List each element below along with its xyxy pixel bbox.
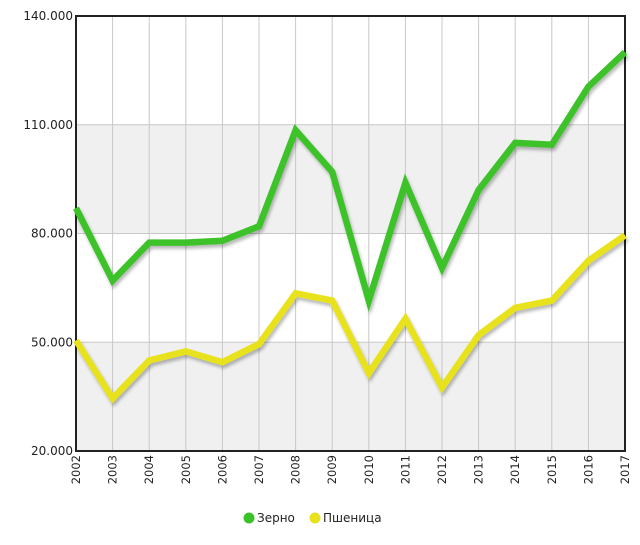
y-tick-label: 140.000 (23, 9, 73, 23)
plot-band (76, 233, 625, 343)
series-line-1 (73, 232, 627, 404)
legend-item[interactable]: Зерно (243, 511, 295, 525)
legend-marker (243, 512, 255, 524)
x-tick-label: 2010 (362, 455, 376, 484)
plot-frame (75, 15, 626, 452)
y-tick-label: 20.000 (31, 444, 73, 458)
x-tick-label: 2013 (472, 455, 486, 484)
x-tick-label: 2004 (142, 455, 156, 484)
plot-bands (76, 16, 625, 451)
legend-item[interactable]: Пшеница (309, 511, 382, 525)
x-tick-label: 2017 (618, 455, 632, 484)
x-axis-ticks: 2002 2003 2004 2005 2006 2007 2008 2009 2010 2011… (69, 455, 632, 484)
x-tick-label: 2015 (545, 455, 559, 484)
x-tick-label: 2007 (252, 455, 266, 484)
y-axis-ticks: 20.000 50.000 80.000 110.000 140.000 (23, 9, 73, 458)
x-tick-label: 2016 (581, 455, 595, 484)
x-tick-label: 2009 (325, 455, 339, 484)
plot-band (76, 16, 625, 125)
series-lines (73, 49, 628, 404)
legend-label: Зерно (257, 511, 295, 525)
y-tick-label: 80.000 (31, 227, 73, 241)
x-tick-label: 2003 (106, 455, 120, 484)
y-tick-label: 110.000 (23, 118, 73, 132)
series-line-0 (73, 49, 628, 312)
x-tick-label: 2002 (69, 455, 83, 484)
x-tick-label: 2012 (435, 455, 449, 484)
legend[interactable]: Зерно Пшеница (243, 511, 382, 525)
legend-marker (309, 512, 321, 524)
x-tick-label: 2008 (289, 455, 303, 484)
legend-label: Пшеница (323, 511, 382, 525)
x-tick-label: 2014 (508, 455, 522, 484)
x-tick-label: 2005 (179, 455, 193, 484)
x-tick-label: 2011 (398, 455, 412, 484)
plot-band (76, 342, 625, 451)
x-tick-label: 2006 (215, 455, 229, 484)
y-tick-label: 50.000 (31, 335, 73, 349)
